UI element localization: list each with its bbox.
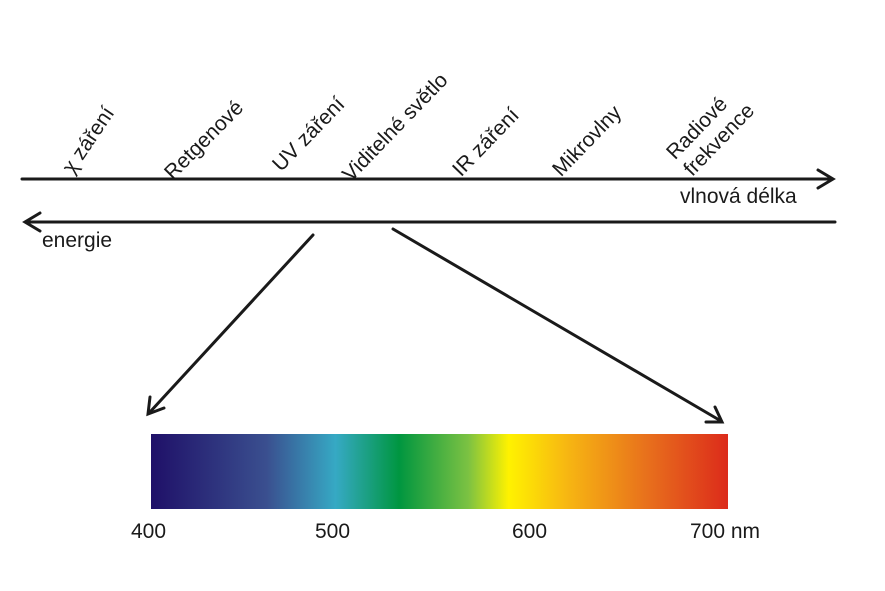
tick-label-500: 500 bbox=[315, 520, 351, 543]
wavelength-arrow bbox=[20, 168, 836, 190]
energy-arrow bbox=[22, 211, 837, 233]
tick-label-400: 400 bbox=[131, 520, 167, 543]
tick-label-700: 700 nm bbox=[690, 520, 761, 543]
visible-spectrum-bar bbox=[151, 434, 728, 509]
zoom-arrow-left bbox=[146, 233, 315, 417]
tick-label-600: 600 bbox=[512, 520, 548, 543]
zoom-arrow-right bbox=[391, 227, 725, 424]
wavelength-label: vlnová délka bbox=[680, 185, 797, 208]
energy-label: energie bbox=[42, 229, 113, 252]
